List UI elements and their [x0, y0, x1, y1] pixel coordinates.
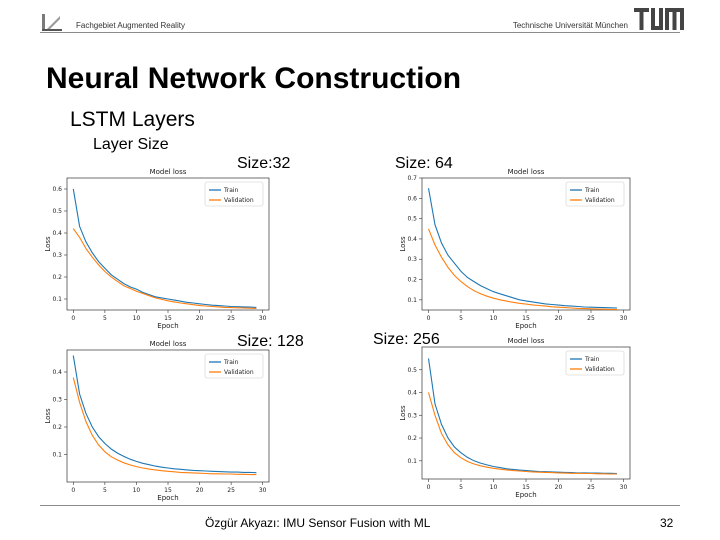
x-tick-label: 25	[227, 315, 235, 322]
y-tick-label: 0.5	[407, 216, 417, 223]
chart-title: Model loss	[508, 168, 545, 176]
y-tick-label: 0.4	[407, 390, 417, 397]
x-tick-label: 30	[620, 484, 628, 491]
legend-label: Validation	[585, 366, 615, 373]
x-axis-label: Epoch	[515, 322, 536, 330]
series-line-train	[427, 188, 618, 309]
chart-title: Model loss	[150, 340, 187, 348]
y-axis-label: Loss	[44, 236, 52, 252]
x-tick-label: 15	[522, 315, 530, 322]
legend-label: Validation	[585, 197, 615, 204]
y-tick-label: 0.2	[407, 435, 417, 442]
x-tick-label: 25	[587, 484, 595, 491]
y-tick-label: 0.7	[407, 175, 417, 182]
plot-size-32: Model loss 0 5 10 15 20 25 30 0.1 0.2 0.3 0.4 0.5 0.6…	[44, 168, 270, 330]
x-tick-label: 10	[490, 484, 498, 491]
y-tick-label: 0.5	[407, 367, 417, 374]
x-tick-label: 5	[103, 487, 107, 494]
x-tick-label: 0	[71, 315, 75, 322]
y-tick-label: 0.1	[52, 452, 62, 459]
x-tick-label: 10	[133, 315, 141, 322]
y-tick-label: 0.2	[407, 277, 417, 284]
legend-label: Validation	[224, 197, 254, 204]
x-tick-label: 20	[196, 487, 204, 494]
y-tick-label: 0.4	[52, 369, 62, 376]
x-tick-label: 20	[196, 315, 204, 322]
y-tick-label: 0.6	[407, 195, 417, 202]
y-tick-label: 0.6	[52, 186, 62, 193]
header-left-text: Fachgebiet Augmented Reality	[76, 21, 185, 30]
y-tick-label: 0.3	[407, 256, 417, 263]
size-label-128: Size: 128	[237, 333, 304, 350]
x-tick-label: 30	[620, 315, 628, 322]
y-tick-label: 0.1	[407, 297, 417, 304]
x-tick-label: 25	[587, 315, 595, 322]
footer-text: Özgür Akyazı: IMU Sensor Fusion with ML	[205, 516, 431, 530]
series-line-validation	[72, 228, 257, 310]
x-tick-label: 10	[490, 315, 498, 322]
x-tick-label: 30	[259, 487, 267, 494]
y-tick-label: 0.3	[52, 397, 62, 404]
page-number: 32	[660, 516, 674, 530]
x-tick-label: 10	[133, 487, 141, 494]
series-line-validation	[427, 228, 618, 311]
x-tick-label: 15	[164, 315, 172, 322]
series-line-train	[72, 188, 257, 308]
footer-divider	[40, 505, 680, 506]
chart-title: Model loss	[150, 168, 187, 176]
tum-logo-icon	[634, 8, 684, 30]
y-axis-label: Loss	[399, 236, 407, 252]
plot-size-256: Model loss 0 5 10 15 20 25 30 0.1 0.2 0.3 0.4 0.5 Epo…	[399, 337, 631, 499]
header-divider	[40, 32, 680, 33]
chart-title: Model loss	[508, 337, 545, 345]
x-tick-label: 15	[164, 487, 172, 494]
header-right-text: Technische Universität München	[512, 21, 628, 30]
x-tick-label: 25	[227, 487, 235, 494]
size-label-256: Size: 256	[373, 331, 440, 348]
y-tick-label: 0.2	[52, 424, 62, 431]
y-tick-label: 0.4	[407, 236, 417, 243]
x-tick-label: 0	[427, 484, 431, 491]
y-tick-label: 0.3	[407, 412, 417, 419]
y-axis-label: Loss	[399, 405, 407, 421]
chair-logo	[40, 12, 64, 32]
plot-size-64: Model loss 0 5 10 15 20 25 30 0.1 0.2 0.3 0.4 0.5 0.6…	[399, 168, 631, 330]
x-tick-label: 30	[259, 315, 267, 322]
series-line-train	[72, 355, 257, 474]
x-tick-label: 0	[71, 487, 75, 494]
size-label-32: Size:32	[237, 155, 291, 172]
y-tick-label: 0.1	[52, 296, 62, 303]
y-tick-label: 0.1	[407, 458, 417, 465]
x-tick-label: 5	[103, 315, 107, 322]
plot-size-128: Model loss 0 5 10 15 20 25 30 0.1 0.2 0.3 0.4 Epoch L…	[44, 340, 270, 502]
x-tick-label: 5	[459, 484, 463, 491]
legend-label: Train	[584, 356, 600, 363]
y-tick-label: 0.4	[52, 230, 62, 237]
legend-label: Train	[223, 359, 239, 366]
slide-subsubtitle: Layer Size	[93, 136, 169, 153]
slide-subtitle: LSTM Layers	[70, 108, 195, 131]
size-label-64: Size: 64	[395, 155, 453, 172]
x-tick-label: 20	[555, 484, 563, 491]
slide-title: Neural Network Construction	[46, 62, 462, 95]
x-tick-label: 15	[522, 484, 530, 491]
y-axis-label: Loss	[44, 408, 52, 424]
x-tick-label: 20	[555, 315, 563, 322]
series-line-train	[427, 358, 618, 475]
x-tick-label: 5	[459, 315, 463, 322]
x-tick-label: 0	[427, 315, 431, 322]
legend-label: Validation	[224, 369, 254, 376]
series-line-validation	[72, 377, 257, 476]
x-axis-label: Epoch	[157, 494, 178, 502]
legend-label: Train	[223, 187, 239, 194]
x-axis-label: Epoch	[157, 322, 178, 330]
chair-logo-icon	[42, 14, 62, 31]
legend-label: Train	[584, 187, 600, 194]
y-tick-label: 0.5	[52, 208, 62, 215]
series-line-validation	[427, 392, 617, 475]
x-axis-label: Epoch	[515, 491, 536, 499]
y-tick-label: 0.3	[52, 252, 62, 259]
y-tick-label: 0.2	[52, 274, 62, 281]
